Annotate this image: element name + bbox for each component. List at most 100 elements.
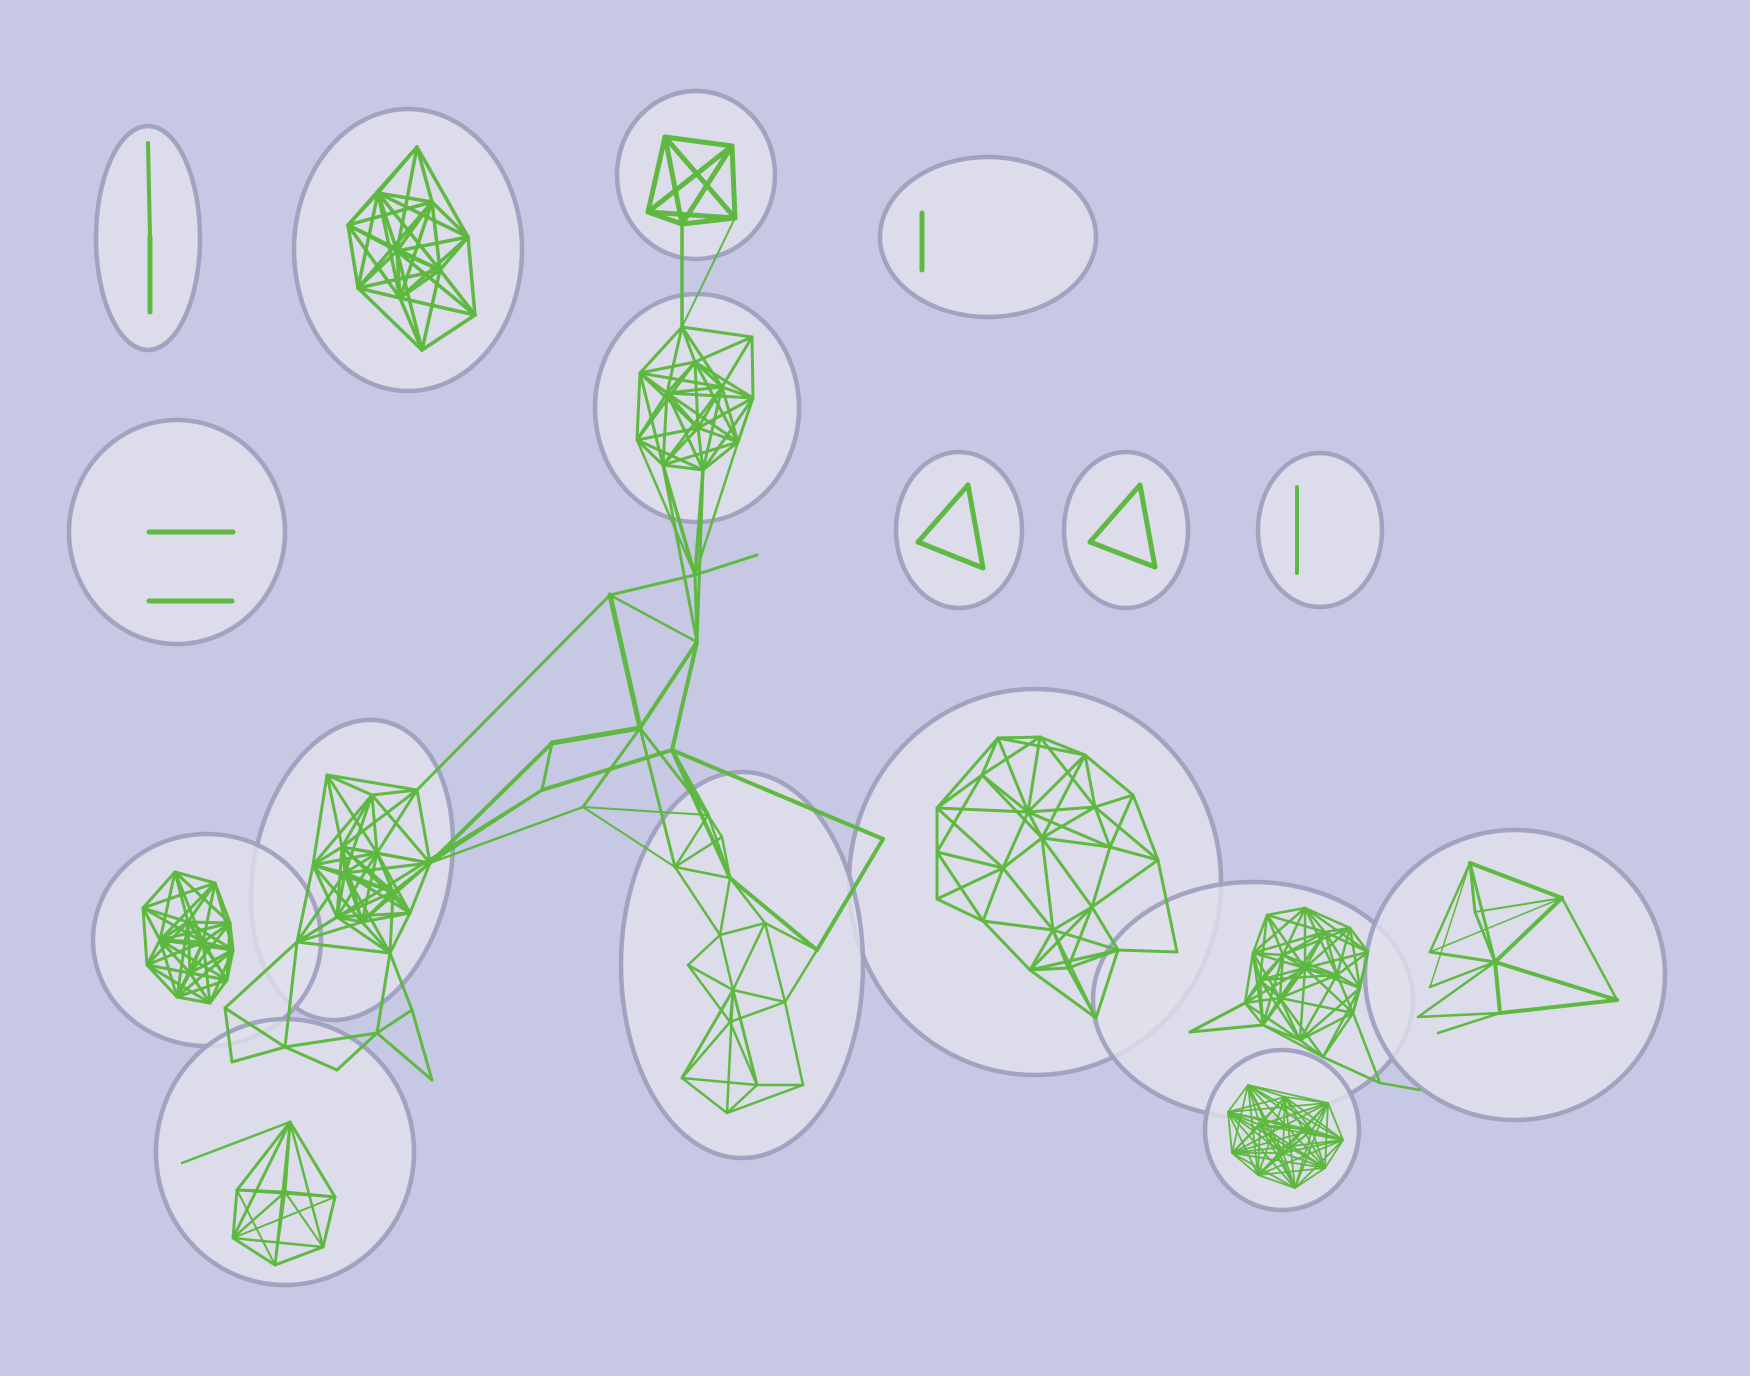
network-edge: [335, 851, 379, 919]
network-edge: [1493, 960, 1619, 1002]
network-edge: [360, 920, 392, 955]
network-edge: [1001, 836, 1044, 870]
network-edge: [145, 938, 162, 967]
network-edge: [673, 865, 722, 937]
network-edge: [1040, 836, 1094, 909]
network-edge: [679, 143, 735, 227]
network-edge: [1278, 996, 1302, 1042]
network-edge: [638, 640, 699, 730]
network-edge: [1251, 913, 1269, 955]
network-edge: [1258, 966, 1307, 982]
network-edge: [1066, 948, 1120, 970]
network-edge: [670, 640, 699, 752]
network-edge: [1303, 950, 1370, 970]
network-edge: [158, 938, 192, 975]
network-edge: [1348, 926, 1370, 954]
network-edge: [1474, 897, 1563, 913]
network-edge: [1040, 805, 1097, 840]
network-edge: [201, 940, 235, 952]
network-edge: [1468, 861, 1497, 964]
network-edge: [1278, 930, 1327, 1000]
network-edge: [686, 933, 722, 967]
network-edge: [1265, 913, 1307, 970]
network-edge: [335, 871, 347, 919]
network-edge: [1026, 805, 1097, 814]
network-edge: [635, 438, 665, 467]
network-edge: [763, 921, 787, 1004]
network-edge: [1257, 1167, 1326, 1176]
network-edge: [1001, 866, 1055, 932]
network-edge: [288, 1120, 337, 1199]
network-edge: [1227, 1111, 1233, 1154]
network-edge: [1281, 906, 1307, 957]
network-edge: [1093, 805, 1160, 862]
network-edge: [1231, 1152, 1326, 1169]
network-edge: [1090, 845, 1112, 909]
network-edge: [635, 391, 669, 442]
network-edge: [356, 249, 399, 290]
network-edge: [311, 845, 344, 867]
network-edge: [1348, 926, 1362, 990]
network-edge: [763, 921, 819, 952]
network-edge: [1282, 1152, 1296, 1189]
network-edge: [1258, 973, 1339, 982]
network-edge: [145, 940, 205, 967]
network-edge: [295, 920, 364, 944]
network-edge: [1227, 1102, 1329, 1113]
network-edge: [295, 788, 544, 944]
network-edge: [1493, 960, 1502, 1015]
network-edge: [696, 426, 705, 472]
network-edge: [1243, 1001, 1302, 1042]
network-edge: [662, 134, 735, 149]
network-edge: [915, 539, 986, 571]
network-edge: [701, 440, 740, 472]
network-edge: [1137, 482, 1158, 570]
cluster-ellipse-mh: [893, 449, 1025, 611]
network-edge: [1428, 861, 1472, 954]
network-edge: [1258, 913, 1269, 982]
network-edge: [728, 876, 819, 952]
network-edge: [693, 335, 754, 364]
network-edge: [1311, 1129, 1326, 1169]
network-edge: [356, 191, 380, 290]
network-edge: [231, 1120, 292, 1240]
network-edge: [188, 948, 235, 975]
network-edge: [1281, 953, 1339, 977]
network-edge: [1188, 1023, 1265, 1034]
network-edge: [1416, 1011, 1502, 1019]
network-edge: [295, 871, 347, 944]
network-edge: [1258, 978, 1302, 1042]
network-edge: [645, 209, 738, 221]
network-edge: [693, 360, 755, 400]
cluster-ellipse-tj: [1061, 449, 1191, 611]
network-edge: [1231, 1152, 1259, 1176]
network-edge: [346, 200, 434, 227]
network-edge: [1311, 1129, 1344, 1141]
network-edge: [375, 1008, 414, 1035]
network-edge: [356, 200, 434, 290]
network-edge: [582, 806, 709, 816]
network-edge: [720, 385, 740, 444]
network-edge: [1282, 1139, 1344, 1154]
network-edge: [232, 1196, 336, 1239]
network-edge: [388, 890, 395, 955]
network-edge: [1087, 539, 1158, 570]
network-edge: [1378, 1081, 1422, 1092]
network-edge: [731, 988, 787, 1004]
network-edge: [783, 1000, 805, 1087]
network-edge: [965, 482, 986, 571]
network-edge: [1227, 1096, 1286, 1113]
network-edge: [1028, 968, 1098, 1020]
network-edge: [981, 866, 1005, 923]
network-edge: [325, 773, 379, 855]
network-edge: [680, 1076, 759, 1087]
network-edge: [1351, 986, 1362, 1015]
cluster-ellipse-lp: [1255, 450, 1385, 610]
network-edge: [236, 1189, 276, 1266]
network-edge: [175, 978, 229, 999]
network-edge: [736, 396, 755, 444]
network-edge: [996, 736, 1087, 757]
network-edge: [311, 863, 339, 919]
network-edge: [430, 200, 470, 239]
network-edge: [980, 773, 1044, 840]
